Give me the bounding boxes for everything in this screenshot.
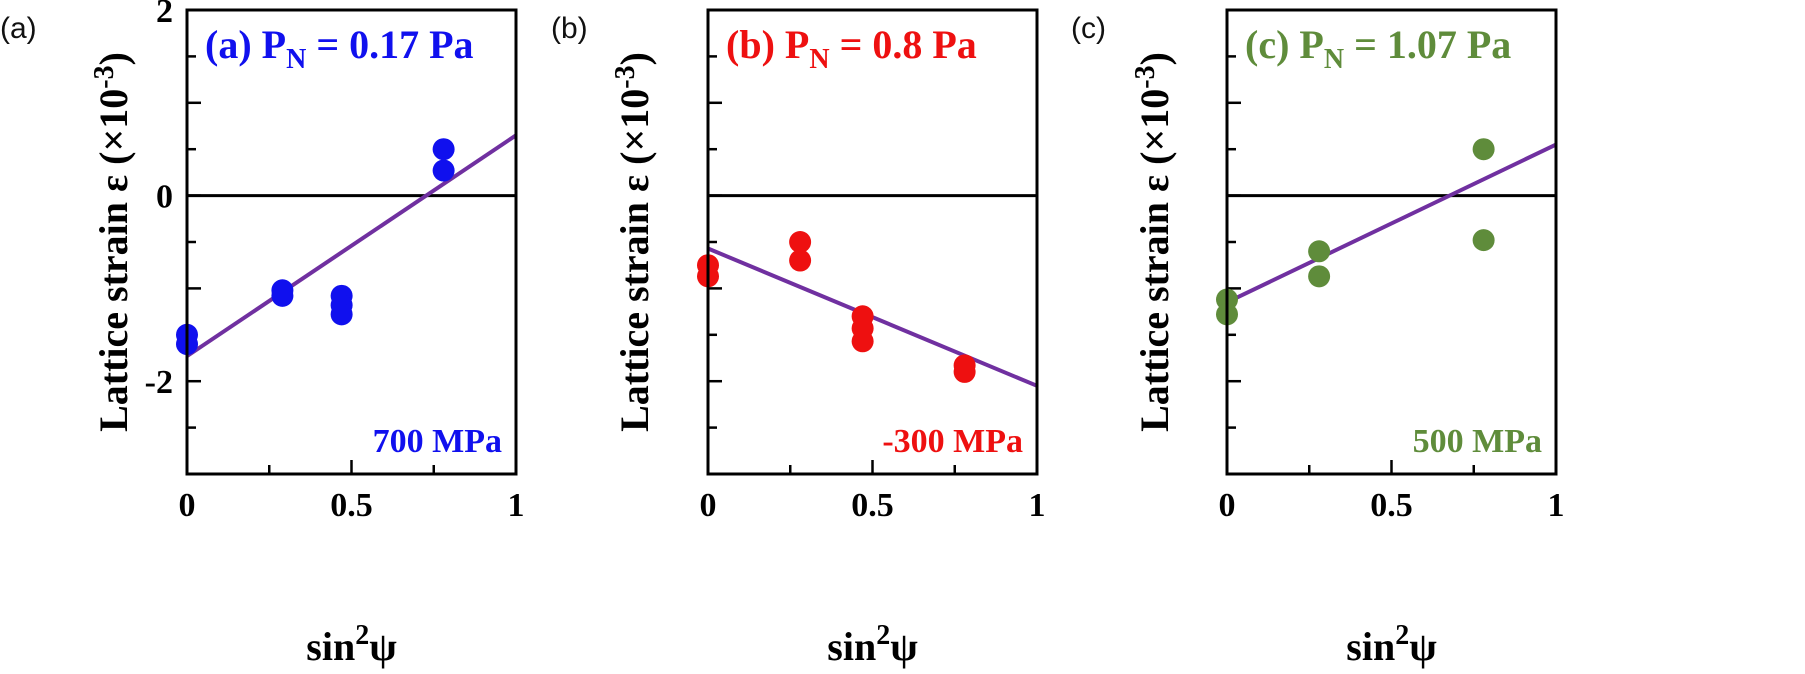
- x-tick-label: 1: [508, 487, 525, 524]
- data-point: [1472, 138, 1495, 161]
- plot-frame: [706, 8, 1039, 476]
- data-point: [1308, 240, 1331, 263]
- data-point: [789, 231, 812, 253]
- x-tick-label: 0: [700, 487, 717, 524]
- panel-letter: (c): [1071, 12, 1106, 45]
- data-point: [953, 360, 976, 383]
- y-tick-label: 2: [156, 0, 173, 30]
- data-point: [271, 284, 294, 307]
- data-point: [1472, 229, 1495, 252]
- x-axis-label: sin2ψ: [1346, 620, 1437, 669]
- x-axis-label: sin2ψ: [306, 620, 397, 669]
- data-point: [851, 330, 874, 353]
- panel-letter: (a): [0, 12, 37, 45]
- y-axis-label: Lattice strain ε (×10-3): [1130, 52, 1177, 432]
- x-tick-label: 0.5: [851, 487, 894, 524]
- stress-label: 500 MPa: [1413, 423, 1542, 460]
- data-point: [789, 249, 812, 272]
- panel-title: (b) PN = 0.8 Pa: [726, 22, 977, 75]
- panel-1: (b) 0 0.5 1 (b) PN = 0.8 Pa -300 MPa Lattice s…: [551, 8, 1046, 669]
- data-point: [1308, 265, 1331, 288]
- fit-line: [1226, 142, 1557, 305]
- x-tick-label: 1: [1548, 487, 1565, 524]
- stress-label: 700 MPa: [373, 423, 502, 460]
- fit-line: [185, 133, 518, 358]
- panel-0: (a) 2 0 -2 0 0.5 1 (a) PN = 0.17 Pa 700 MPa Latti…: [0, 0, 525, 669]
- plot-frame: [1225, 8, 1558, 476]
- x-axis-label: sin2ψ: [827, 620, 918, 669]
- x-tick-label: 0: [1219, 487, 1236, 524]
- y-axis-label: Lattice strain ε (×10-3): [610, 52, 657, 432]
- y-axis-label: Lattice strain ε (×10-3): [89, 52, 136, 432]
- data-point: [432, 159, 455, 182]
- panel-title: (a) PN = 0.17 Pa: [205, 22, 474, 75]
- panel-2: (c) 0 0.5 1 (c) PN = 1.07 Pa 500 MPa Lattice s…: [1071, 8, 1565, 669]
- y-tick-label: 0: [156, 179, 173, 216]
- stress-label: -300 MPa: [882, 423, 1023, 460]
- x-tick-label: 1: [1029, 487, 1046, 524]
- plot-frame: [185, 8, 518, 476]
- panel-title: (c) PN = 1.07 Pa: [1245, 22, 1511, 75]
- x-tick-label: 0.5: [1370, 487, 1413, 524]
- y-tick-label: -2: [145, 364, 173, 401]
- panel-letter: (b): [551, 12, 588, 45]
- x-tick-label: 0.5: [330, 487, 373, 524]
- x-tick-label: 0: [179, 487, 196, 524]
- data-point: [330, 303, 353, 326]
- data-point: [432, 138, 455, 161]
